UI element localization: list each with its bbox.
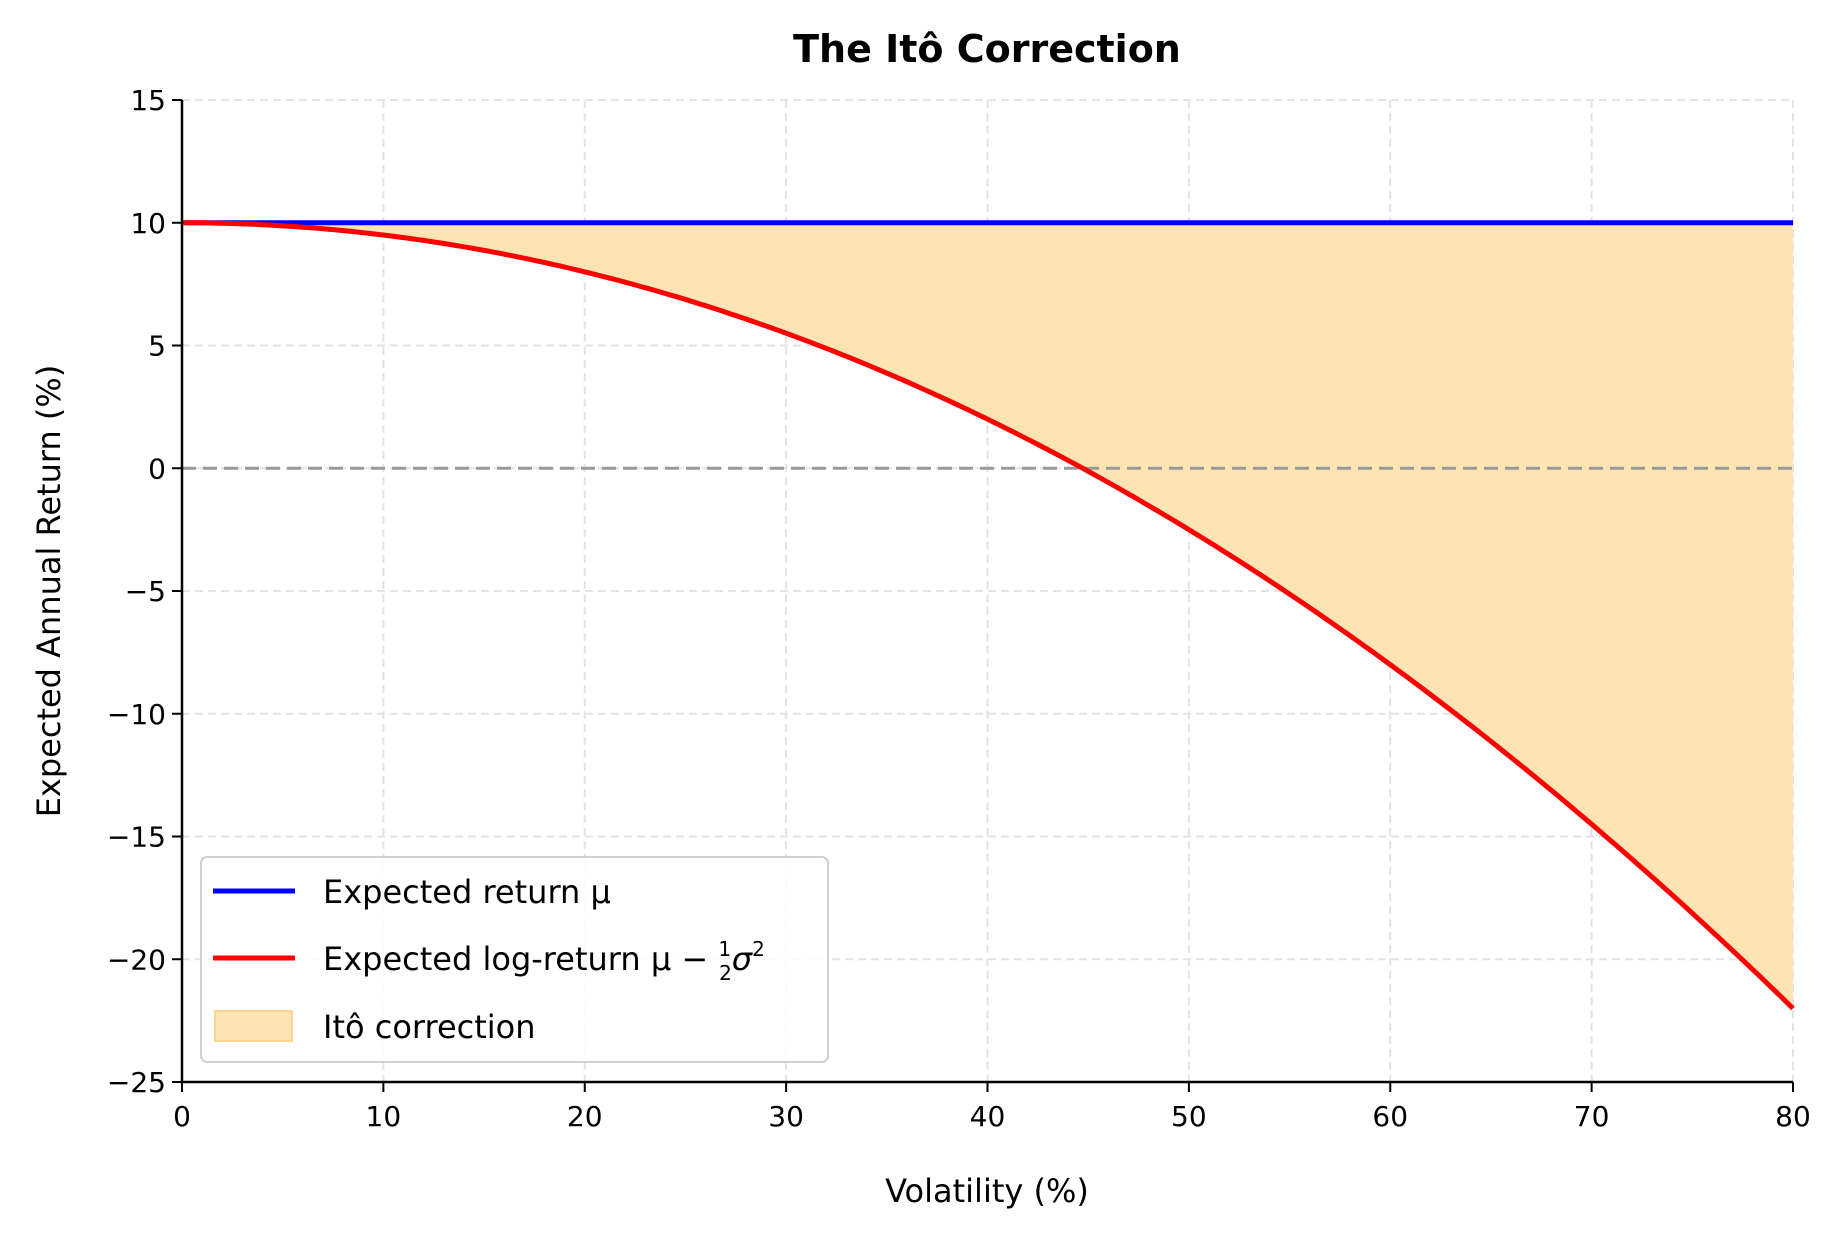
x-tick-label: 50: [1171, 1100, 1207, 1133]
y-tick-label: −10: [107, 698, 166, 731]
legend-frac-num: 1: [718, 937, 731, 961]
series-expected-log-return: [182, 220, 1795, 1011]
legend-text-main: Expected log-return μ −: [323, 940, 718, 978]
x-axis-label: Volatility (%): [885, 1172, 1089, 1210]
ito-correction-fill: [182, 222, 1793, 1009]
legend: Expected return μ Expected log-return μ …: [200, 856, 829, 1063]
chart-title: The Itô Correction: [793, 27, 1181, 71]
x-tick-label: 0: [173, 1100, 191, 1133]
x-tick-label: 10: [366, 1100, 402, 1133]
y-tick-label: −5: [125, 575, 166, 608]
legend-label-expected-return: Expected return μ: [323, 873, 611, 911]
x-tick-label: 70: [1574, 1100, 1610, 1133]
y-axis-label: Expected Annual Return (%): [30, 365, 68, 818]
y-tick-label: 5: [148, 330, 166, 363]
x-tick-label: 40: [970, 1100, 1006, 1133]
y-tick-label: 0: [148, 452, 166, 485]
legend-sigma: σ: [732, 940, 754, 978]
legend-frame: [200, 856, 829, 1063]
x-tick-label: 80: [1775, 1100, 1811, 1133]
legend-exp: 2: [752, 937, 765, 961]
x-tick-label: 60: [1372, 1100, 1408, 1133]
y-tick-label: 10: [130, 207, 166, 240]
y-tick-label: −15: [107, 821, 166, 854]
y-tick-label: −25: [107, 1066, 166, 1099]
y-tick-label: −20: [107, 943, 166, 976]
legend-label-expected-log-return: Expected log-return μ − 1 2σ2: [323, 937, 765, 985]
y-tick-label: 15: [130, 84, 166, 117]
legend-swatch-fill: [214, 1010, 293, 1042]
legend-label-ito-correction: Itô correction: [323, 1008, 536, 1046]
legend-frac-den: 2: [719, 961, 732, 985]
x-tick-label: 20: [567, 1100, 603, 1133]
x-tick-label: 30: [768, 1100, 804, 1133]
